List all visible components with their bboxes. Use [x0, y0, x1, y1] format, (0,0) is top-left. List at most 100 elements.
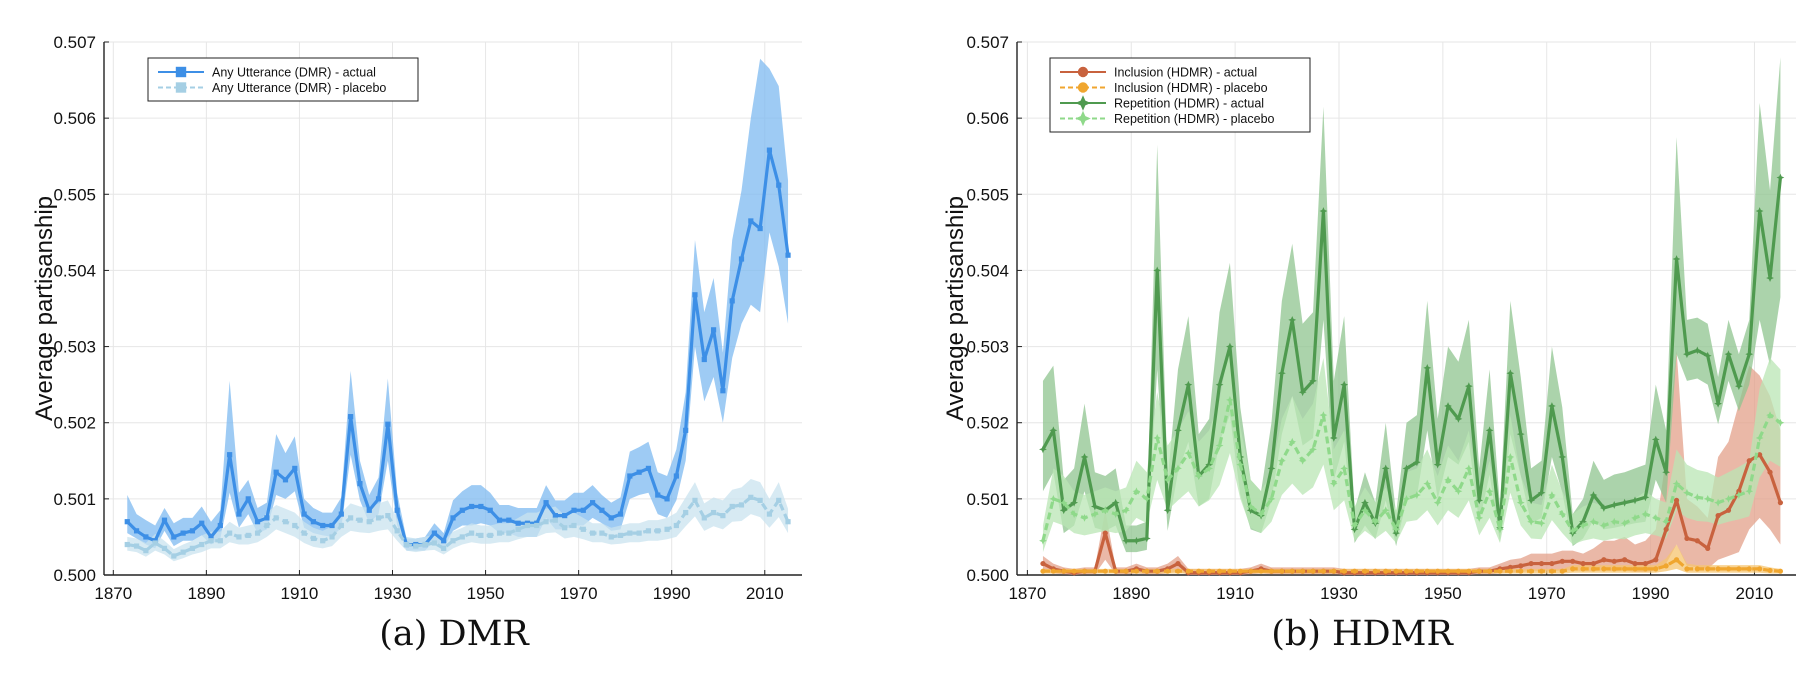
hdmr-point — [1776, 173, 1785, 182]
hdmr-point — [1049, 494, 1058, 503]
hdmr-point — [1040, 568, 1046, 574]
dmr-point — [683, 427, 689, 433]
hdmr-point — [1123, 568, 1129, 574]
hdmr-point — [1694, 538, 1700, 544]
hdmr-point — [1528, 568, 1534, 574]
hdmr-point — [1329, 434, 1338, 442]
hdmr-point — [1724, 494, 1733, 503]
dmr-point — [459, 507, 465, 513]
hdmr-point — [1381, 506, 1390, 515]
dmr-line-any-utterance-dmr-actual — [126, 148, 790, 547]
hdmr-point — [1672, 255, 1681, 263]
hdmr-point — [1537, 519, 1546, 528]
hdmr-point — [1277, 456, 1286, 465]
dmr-point — [748, 494, 754, 500]
hdmr-point — [1746, 566, 1752, 572]
hdmr-point — [1641, 510, 1650, 518]
hdmr-point — [1050, 568, 1056, 574]
hdmr-point — [1267, 494, 1276, 503]
dmr-point — [254, 530, 261, 536]
hdmr-point — [1703, 494, 1712, 503]
hdmr-point — [1755, 434, 1764, 442]
hdmr-x-tick-label: 1990 — [1632, 584, 1670, 603]
dmr-y-tick-label: 0.507 — [53, 33, 96, 52]
dmr-point — [161, 545, 168, 551]
dmr-point — [543, 500, 549, 506]
hdmr-point — [1080, 453, 1089, 461]
hdmr-point — [1672, 479, 1681, 488]
hdmr-point — [1703, 351, 1712, 360]
dmr-point — [375, 515, 382, 521]
dmr-point — [552, 517, 558, 523]
hdmr-point — [1537, 488, 1546, 497]
dmr-y-tick-label: 0.503 — [53, 338, 96, 357]
hdmr-point — [1663, 526, 1669, 532]
hdmr-point — [1755, 207, 1764, 215]
dmr-legend-box — [147, 57, 419, 102]
hdmr-point — [1767, 567, 1773, 574]
dmr-point — [701, 356, 707, 363]
dmr-point — [320, 538, 326, 544]
hdmr-point — [1091, 510, 1099, 518]
dmr-point — [282, 519, 289, 525]
hdmr-x-tick-label: 1950 — [1424, 584, 1462, 603]
dmr-point — [701, 515, 707, 521]
hdmr-point — [1362, 568, 1368, 574]
hdmr-point — [1310, 568, 1316, 574]
hdmr-point — [1319, 411, 1328, 419]
dmr-point — [348, 414, 354, 420]
hdmr-point — [1383, 568, 1389, 574]
dmr-panel: 1870 1890 1910 1930 1950 1970 1990 2010 0.500 0.5… — [31, 33, 802, 654]
hdmr-point — [1320, 568, 1327, 574]
hdmr-point — [1402, 464, 1411, 473]
hdmr-point — [1673, 557, 1680, 563]
hdmr-point — [1611, 566, 1617, 572]
dmr-point — [645, 528, 652, 534]
hdmr-legend-marker — [1077, 66, 1089, 78]
dmr-point — [366, 507, 372, 513]
hdmr-point — [1714, 399, 1722, 408]
hdmr-point — [1610, 501, 1619, 509]
dmr-point — [710, 509, 717, 516]
hdmr-point — [1642, 560, 1648, 567]
dmr-series-any-utterance-dmr-actual — [124, 147, 791, 548]
hdmr-point — [1663, 563, 1669, 569]
dmr-point — [673, 522, 679, 529]
dmr-y-axis-label: Average partisanship — [31, 196, 58, 421]
hdmr-point — [1611, 558, 1617, 564]
hdmr-point — [1246, 502, 1255, 511]
hdmr-point — [1641, 493, 1650, 502]
hdmr-point — [1267, 464, 1276, 473]
hdmr-point — [1570, 558, 1576, 564]
hdmr-point — [1153, 266, 1162, 275]
hdmr-x-tick-label: 1970 — [1528, 584, 1566, 603]
hdmr-point — [1558, 453, 1567, 461]
dmr-legend-label: Any Utterance (DMR) - placebo — [212, 81, 386, 95]
hdmr-point — [1445, 568, 1451, 574]
dmr-point — [245, 496, 251, 502]
hdmr-point — [1622, 557, 1628, 563]
dmr-x-tick-label: 2010 — [746, 584, 784, 603]
hdmr-point — [1734, 382, 1743, 391]
dmr-point — [506, 517, 512, 523]
dmr-point — [599, 530, 605, 536]
hdmr-point — [1631, 513, 1639, 522]
dmr-point — [329, 522, 335, 529]
dmr-point — [776, 182, 782, 188]
hdmr-y-tick-label: 0.507 — [966, 33, 1009, 52]
hdmr-legend-marker — [1075, 110, 1091, 127]
dmr-point — [469, 503, 475, 510]
hdmr-point — [1507, 564, 1513, 570]
hdmr-point — [1163, 475, 1172, 484]
hdmr-point — [1080, 513, 1089, 522]
hdmr-point — [1527, 517, 1536, 526]
dmr-point — [413, 543, 419, 549]
dmr-point — [282, 477, 289, 483]
hdmr-point — [1518, 568, 1524, 574]
dmr-point — [478, 503, 484, 510]
dmr-y-tick-label: 0.501 — [53, 490, 96, 509]
hdmr-point — [1059, 506, 1068, 515]
hdmr-point — [1580, 560, 1586, 567]
dmr-point — [385, 513, 391, 519]
dmr-band-any-utterance-dmr-placebo — [127, 479, 789, 562]
